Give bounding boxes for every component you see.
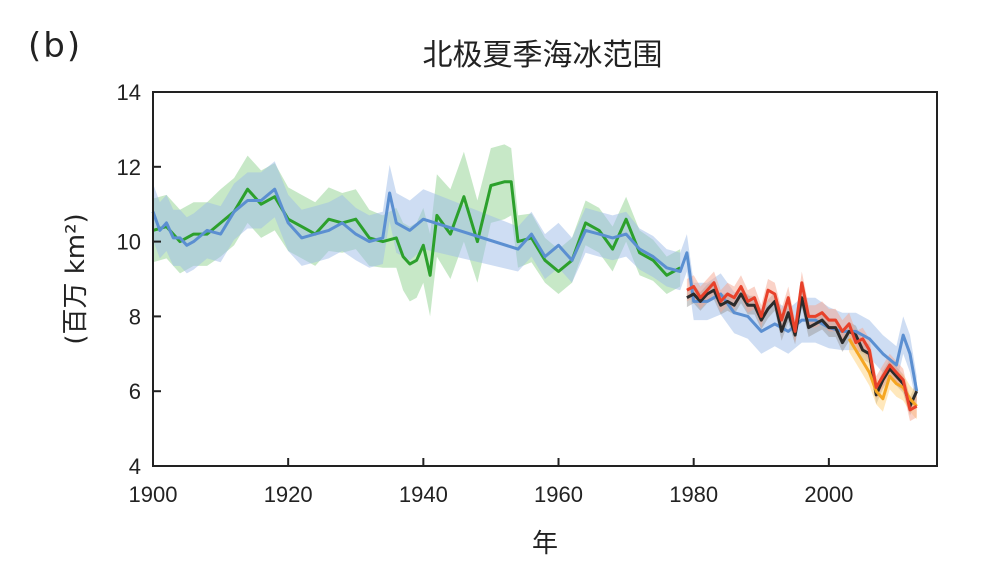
x-tick-label: 1900: [129, 482, 178, 507]
series-line-1: [152, 180, 681, 277]
series-line-2: [151, 187, 919, 392]
y-axis-label: (百万 km²): [61, 213, 91, 344]
panel-label: (b): [28, 26, 83, 66]
x-tick-label: 1920: [264, 482, 313, 507]
y-axis-ticks: 4 6 8 10 12 14: [117, 80, 161, 479]
plot-frame: [152, 91, 938, 467]
y-tick-label: 4: [129, 454, 141, 479]
series-line-3: [686, 288, 919, 408]
y-tick-label: 12: [117, 155, 141, 180]
y-tick-label: 8: [129, 304, 141, 329]
x-tick-label: 1980: [669, 482, 718, 507]
y-tick-label: 6: [129, 379, 141, 404]
x-axis-label: 年: [532, 529, 558, 559]
series-lines: [151, 180, 919, 412]
series-line-5: [686, 281, 918, 412]
x-tick-label: 1940: [399, 482, 448, 507]
series-band-4: [849, 325, 917, 420]
x-axis-ticks: 1900 1920 1940 1960 1980 2000: [129, 458, 853, 507]
x-tick-label: 2000: [804, 482, 853, 507]
y-tick-label: 14: [117, 80, 141, 105]
y-tick-label: 10: [117, 230, 141, 255]
x-tick-label: 1960: [534, 482, 583, 507]
chart-title: 北极夏季海冰范围: [422, 38, 663, 73]
